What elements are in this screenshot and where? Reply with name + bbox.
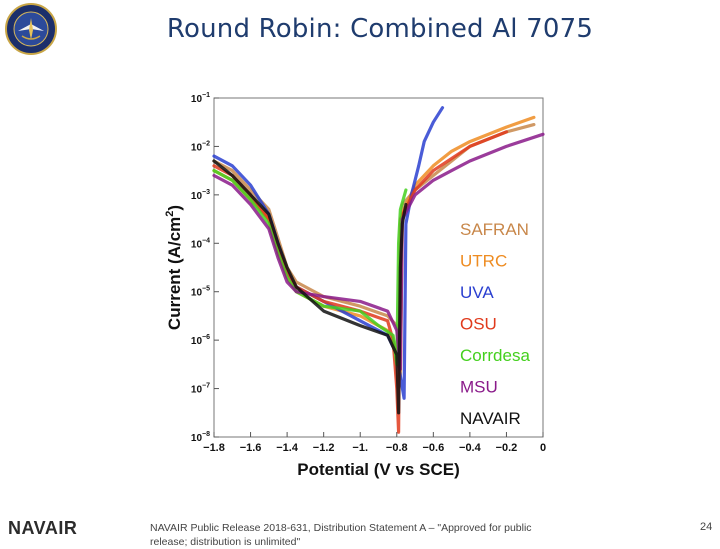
series-line-osu — [212, 130, 508, 434]
y-tick-label: 10−6 — [191, 334, 210, 347]
y-axis-label: Current (A/cm2) — [164, 205, 184, 330]
x-tick-label: −1.2 — [313, 442, 335, 454]
y-tick-label: 10−3 — [191, 189, 210, 202]
x-tick-label: −1. — [352, 442, 368, 454]
x-tick-label: −1.8 — [203, 442, 225, 454]
polarization-chart: −1.8 −1.6 −1.4 −1.2 −1. −0.8 −0.6 −0.4 −0.2 0 10−1… — [160, 88, 560, 488]
legend-label-safran: SAFRAN — [460, 220, 529, 239]
footer-brand: NAVAIR — [8, 518, 78, 538]
footer-note: NAVAIR Public Release 2018-631, Distribu… — [150, 522, 532, 548]
x-tick-label: −0.2 — [496, 442, 518, 454]
page-number: 24 — [700, 521, 713, 533]
x-tick-label: 0 — [540, 442, 546, 454]
legend-label-utrc: UTRC — [460, 252, 507, 271]
series-line-msu — [212, 132, 545, 371]
y-tick-label: 10−1 — [191, 92, 210, 105]
x-tick-label: −0.6 — [422, 442, 444, 454]
legend-label-osu: OSU — [460, 315, 497, 334]
y-tick-label: 10−5 — [191, 286, 210, 299]
x-axis-label: Potential (V vs SCE) — [297, 460, 459, 479]
y-tick-label: 10−4 — [191, 237, 210, 250]
legend-label-uva: UVA — [460, 283, 494, 302]
x-tick-label: −0.8 — [386, 442, 408, 454]
x-tick-label: −1.4 — [276, 442, 299, 454]
chart-svg: −1.8 −1.6 −1.4 −1.2 −1. −0.8 −0.6 −0.4 −0.2 0 10−1… — [164, 92, 546, 479]
legend-label-msu: MSU — [460, 378, 498, 397]
x-tick-label: −1.6 — [240, 442, 262, 454]
legend-label-navair: NAVAIR — [460, 409, 521, 428]
series-line-navair — [212, 159, 408, 415]
navair-seal-logo — [5, 3, 57, 55]
y-tick-label: 10−2 — [191, 140, 210, 153]
x-tick-label: −0.4 — [459, 442, 482, 454]
legend-label-corrdesa: Corrdesa — [460, 346, 530, 365]
y-tick-label: 10−7 — [191, 383, 210, 396]
series-line-corrdesa — [212, 169, 408, 366]
slide-title: Round Robin: Combined Al 7075 — [166, 14, 594, 44]
series-line-safran — [212, 123, 536, 362]
